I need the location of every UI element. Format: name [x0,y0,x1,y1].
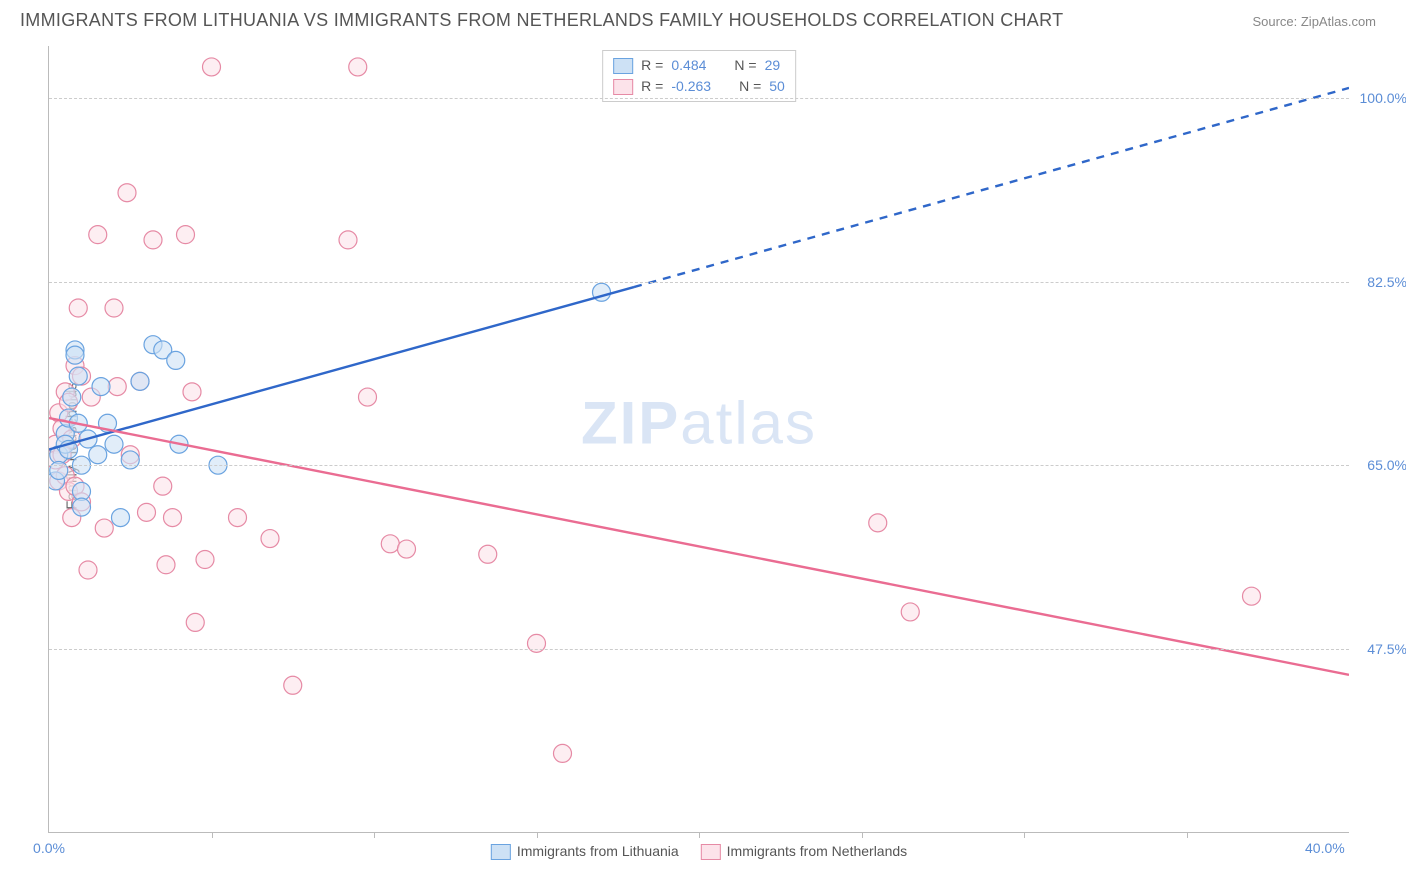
x-tick-label: 0.0% [33,840,65,856]
legend-item-lithuania: Immigrants from Lithuania [491,843,679,860]
data-point [105,299,123,317]
data-point [157,556,175,574]
data-point [164,509,182,527]
data-point [196,551,214,569]
gridline [49,282,1349,283]
data-point [554,744,572,762]
legend-stats-row-1: R = 0.484 N = 29 [613,55,785,76]
data-point [69,367,87,385]
plot-area: ZIPatlas R = 0.484 N = 29 R = -0.263 N =… [48,46,1349,833]
data-point [261,530,279,548]
data-point [154,477,172,495]
data-point [89,226,107,244]
data-point [121,451,139,469]
data-point [183,383,201,401]
x-tick-label: 40.0% [1305,840,1345,856]
data-point [105,435,123,453]
data-point [89,446,107,464]
data-point [398,540,416,558]
legend-swatch-blue [491,844,511,860]
gridline [49,98,1349,99]
gridline [49,465,1349,466]
data-point [95,519,113,537]
data-point [284,676,302,694]
data-point [177,226,195,244]
data-point [339,231,357,249]
data-point [901,603,919,621]
plot-wrapper: ZIPatlas R = 0.484 N = 29 R = -0.263 N =… [48,46,1348,832]
data-point [50,461,68,479]
legend-n-label: N = [734,55,756,76]
legend-n-label: N = [739,76,761,97]
x-tick [374,832,375,838]
data-point [144,231,162,249]
data-point [92,378,110,396]
x-tick [862,832,863,838]
x-tick [212,832,213,838]
legend-stats: R = 0.484 N = 29 R = -0.263 N = 50 [602,50,796,102]
data-point [131,372,149,390]
x-tick [1024,832,1025,838]
x-tick [1187,832,1188,838]
data-point [186,613,204,631]
gridline [49,649,1349,650]
trend-line [49,418,1349,675]
data-point [73,498,91,516]
x-tick [537,832,538,838]
trend-line [49,287,634,449]
legend-swatch-blue [613,58,633,74]
legend-stats-row-2: R = -0.263 N = 50 [613,76,785,97]
legend-r-value: -0.263 [671,76,711,97]
data-point [479,545,497,563]
data-point [203,58,221,76]
data-point [112,509,130,527]
chart-svg [49,46,1349,832]
y-tick-label: 82.5% [1367,274,1406,290]
data-point [66,346,84,364]
y-tick-label: 47.5% [1367,641,1406,657]
legend-r-label: R = [641,76,663,97]
data-point [381,535,399,553]
data-point [138,503,156,521]
legend-series: Immigrants from Lithuania Immigrants fro… [491,843,907,860]
data-point [229,509,247,527]
legend-n-value: 50 [769,76,785,97]
x-tick [699,832,700,838]
y-tick-label: 65.0% [1367,457,1406,473]
legend-label: Immigrants from Lithuania [517,843,679,859]
trend-line [634,88,1349,287]
legend-r-label: R = [641,55,663,76]
data-point [1243,587,1261,605]
data-point [528,634,546,652]
data-point [63,388,81,406]
legend-swatch-pink [613,79,633,95]
data-point [118,184,136,202]
data-point [79,561,97,579]
chart-title: IMMIGRANTS FROM LITHUANIA VS IMMIGRANTS … [20,10,1063,31]
data-point [167,351,185,369]
data-point [108,378,126,396]
y-tick-label: 100.0% [1360,90,1406,106]
source-label: Source: ZipAtlas.com [1252,14,1376,29]
legend-r-value: 0.484 [671,55,706,76]
legend-n-value: 29 [765,55,781,76]
data-point [69,299,87,317]
data-point [869,514,887,532]
legend-item-netherlands: Immigrants from Netherlands [701,843,908,860]
legend-swatch-pink [701,844,721,860]
data-point [359,388,377,406]
data-point [349,58,367,76]
legend-label: Immigrants from Netherlands [727,843,908,859]
